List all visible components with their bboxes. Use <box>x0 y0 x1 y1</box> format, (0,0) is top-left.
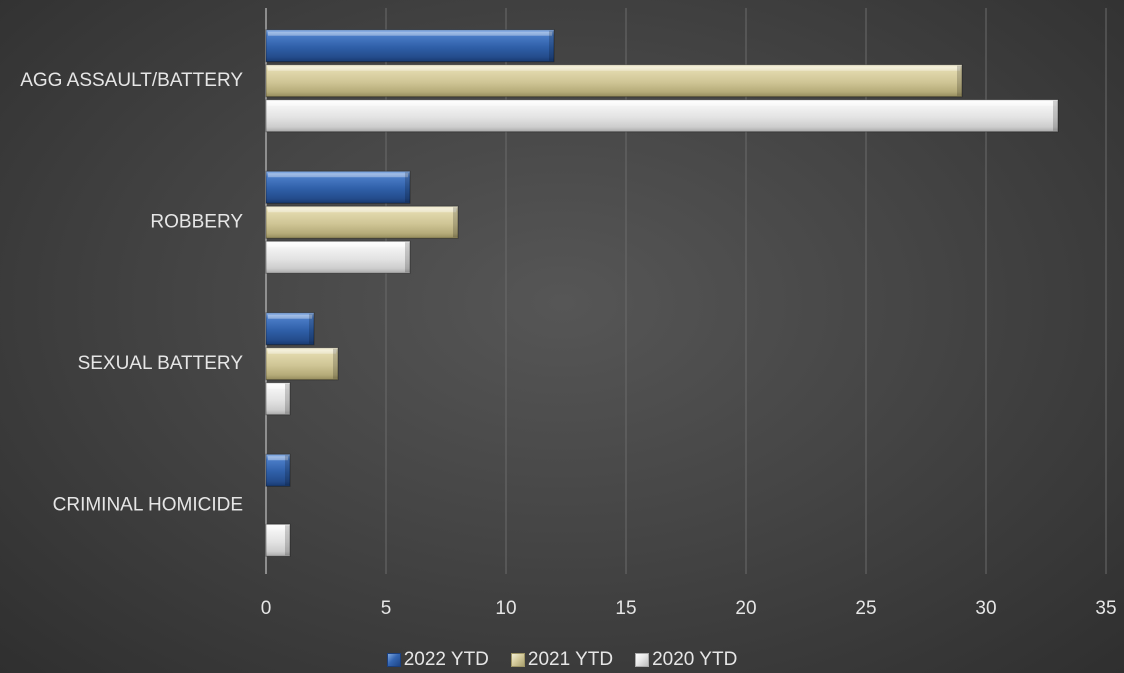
bar-s1-c1 <box>265 205 459 239</box>
bar-s0-c3 <box>265 453 291 487</box>
bar-s1-c0 <box>265 64 963 98</box>
bar-s1-c2 <box>265 347 339 381</box>
x-tick-label-25: 25 <box>855 598 876 619</box>
bar-s2-c2 <box>265 382 291 416</box>
bar-s0-c0 <box>265 29 555 63</box>
legend-item-2020: 2020 YTD <box>635 649 737 671</box>
x-tick-label-35: 35 <box>1095 598 1116 619</box>
x-tick-label-5: 5 <box>381 598 392 619</box>
category-label-0: AGG ASSAULT/BATTERY <box>20 70 243 91</box>
category-label-2: SEXUAL BATTERY <box>78 353 244 374</box>
category-label-3: CRIMINAL HOMICIDE <box>53 494 243 515</box>
bar-s0-c1 <box>265 170 411 204</box>
legend-swatch-2021 <box>510 653 525 667</box>
legend: 2022 YTD 2021 YTD 2020 YTD <box>0 648 1124 672</box>
x-tick-label-15: 15 <box>615 598 636 619</box>
legend-item-2022: 2022 YTD <box>386 649 489 671</box>
x-tick-label-20: 20 <box>735 598 756 619</box>
legend-label-2021: 2021 YTD <box>527 649 614 670</box>
x-tick-label-30: 30 <box>975 598 996 619</box>
bars <box>265 29 1059 557</box>
bar-s2-c0 <box>265 99 1059 133</box>
labels: 0 5 10 15 20 25 30 35 AGG ASSAULT/BATTERY ROBBERY… <box>20 70 1116 619</box>
legend-item-2021: 2021 YTD <box>510 649 614 671</box>
legend-swatch-2022 <box>386 653 401 667</box>
legend-label-2020: 2020 YTD <box>652 649 738 670</box>
category-label-1: ROBBERY <box>150 211 243 232</box>
x-tick-label-10: 10 <box>495 598 516 619</box>
legend-swatch-2020 <box>635 653 650 667</box>
legend-label-2022: 2022 YTD <box>403 649 489 670</box>
bar-s0-c2 <box>265 312 315 346</box>
bar-s2-c3 <box>265 523 291 557</box>
bar-s2-c1 <box>265 240 411 274</box>
x-tick-label-0: 0 <box>261 598 272 619</box>
